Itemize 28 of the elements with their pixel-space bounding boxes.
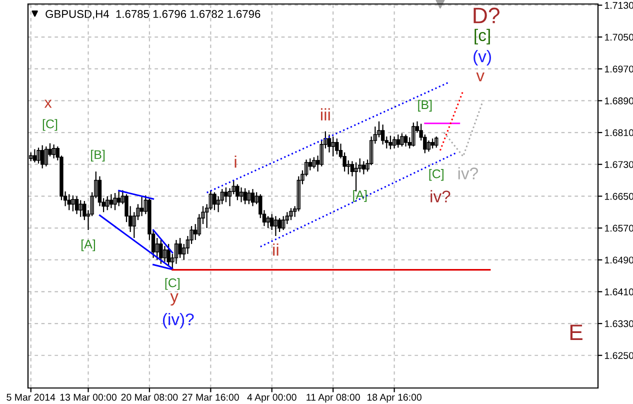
annotation: [C] [429, 169, 444, 181]
x-tick-label: 27 Mar 16:00 [182, 394, 239, 401]
annotation: iv? [430, 190, 450, 202]
annotation: v [476, 72, 484, 82]
x-tick-label: 4 Apr 00:00 [247, 394, 296, 403]
annotation: i [234, 156, 236, 168]
annotation: [B] [418, 100, 432, 112]
annotation: [c] [474, 28, 490, 44]
annotation: E [570, 324, 582, 340]
x-tick-label: 18 Apr 16:00 [367, 394, 422, 403]
x-tick-label: 11 Apr 08:00 [306, 394, 360, 403]
annotation: iv? [458, 167, 478, 180]
chart-title: GBPUSD,H4 1.6785 1.6796 1.6782 1.6796 [46, 10, 260, 20]
annotation: ii [273, 244, 278, 256]
x-tick-label: 5 Mar 2014 [6, 394, 56, 401]
annotation: [A] [82, 239, 95, 252]
annotation: [B] [91, 150, 105, 162]
x-tick-label: 13 Mar 00:00 [60, 394, 117, 401]
annotation: y [170, 293, 178, 306]
annotation: [C] [165, 278, 180, 290]
annotation: [A] [353, 190, 367, 202]
annotation: [C] [42, 119, 58, 131]
annotation: (v) [474, 50, 491, 66]
annotation: iii [320, 108, 330, 120]
annotation: (iv)? [162, 313, 194, 329]
annotation: D? [474, 8, 500, 24]
x-tick-label: 20 Mar 08:00 [121, 394, 178, 401]
annotation: x [44, 100, 52, 108]
